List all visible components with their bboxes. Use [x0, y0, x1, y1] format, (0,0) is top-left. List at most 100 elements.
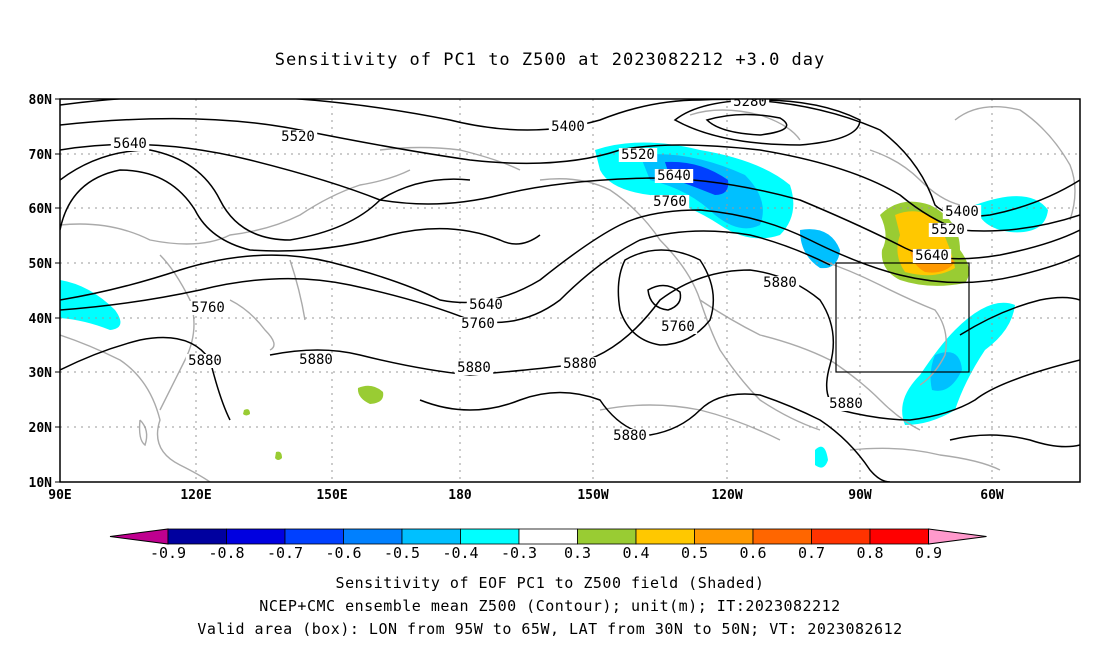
contour-label-bg [912, 249, 952, 263]
lat-label: 80N [29, 93, 53, 108]
colorbar-segment [811, 528, 871, 545]
colorbar-label: -0.5 [384, 544, 420, 562]
colorbar-segment [284, 528, 344, 545]
colorbar-segment [343, 528, 403, 545]
contour-5880-mid [269, 269, 1080, 421]
contour-5760-cutoff-inner [647, 284, 682, 311]
colorbar-label: 0.3 [564, 544, 591, 562]
contour-label-bg [278, 130, 318, 144]
contour-5760 [60, 209, 1080, 304]
contour-label-bg [110, 137, 150, 151]
colorbar-segment [635, 528, 695, 545]
z500-contours [60, 99, 1080, 482]
contour-label-bg [296, 353, 336, 367]
colorbar-segment [226, 528, 286, 545]
contour-label: 5880 [763, 275, 797, 291]
lon-label: 60W [980, 488, 1004, 503]
contour-label: 5640 [113, 136, 147, 152]
contour-label-bg [928, 223, 968, 237]
negative-shading-caribbean [815, 446, 828, 468]
colorbar-label: -0.8 [208, 544, 244, 562]
colorbar-label: 0.9 [915, 544, 942, 562]
colorbar-segment [577, 528, 637, 545]
chart-title: Sensitivity of PC1 to Z500 at 2023082212… [274, 50, 826, 70]
colorbar-segment [518, 528, 578, 545]
contour-label-bg [654, 169, 694, 183]
lat-label: 50N [29, 257, 53, 272]
contour-labels: 5280540055205640552056405760540055205640… [110, 99, 982, 444]
contour-label: 5640 [469, 297, 503, 313]
lon-label: 90E [48, 488, 71, 503]
colorbar-segment [167, 528, 227, 545]
colorbar-segment [752, 528, 812, 545]
contour-label: 5640 [915, 248, 949, 264]
lat-label: 30N [29, 366, 53, 381]
contour-label-bg [658, 320, 698, 334]
contour-label: 5880 [457, 360, 491, 376]
latitude-axis: 80N 70N 60N 50N 40N 30N 20N 10N [29, 93, 60, 491]
contour-label: 5520 [931, 222, 965, 238]
colorbar-segment [869, 528, 929, 545]
contour-label: 5760 [461, 316, 495, 332]
contour-label-bg [730, 99, 770, 109]
contour-label: 5760 [653, 194, 687, 210]
lat-label: 40N [29, 312, 53, 327]
colorbar-segment [460, 528, 520, 545]
colorbar-label: 0.4 [622, 544, 649, 562]
contour-label-bg [760, 276, 800, 290]
contour-label: 5880 [188, 353, 222, 369]
contour-label-bg [458, 317, 498, 331]
lon-label: 180 [448, 488, 472, 503]
lat-label: 60N [29, 202, 53, 217]
map-frame [59, 98, 1081, 483]
contour-5880-west [60, 336, 231, 421]
colorbar-segment [401, 528, 461, 545]
contour-label: 5760 [191, 300, 225, 316]
contour-label-bg [560, 357, 600, 371]
contour-5880-east [949, 434, 1080, 448]
contour-label-bg [454, 361, 494, 375]
colorbar-label: -0.7 [267, 544, 303, 562]
contour-label: 5880 [299, 352, 333, 368]
colorbar-label: -0.6 [325, 544, 361, 562]
caption-line-1: Sensitivity of EOF PC1 to Z500 field (Sh… [335, 574, 765, 592]
lon-label: 150E [316, 488, 347, 503]
lat-label: 20N [29, 421, 53, 436]
contour-label: 5880 [563, 356, 597, 372]
contour-5280 [673, 99, 861, 146]
lat-label: 10N [29, 476, 53, 491]
contour-5400 [60, 99, 1080, 217]
contour-label-bg [826, 397, 866, 411]
contour-label-bg [610, 429, 650, 443]
lon-label: 150W [577, 488, 608, 503]
caption-line-2: NCEP+CMC ensemble mean Z500 (Contour); u… [259, 597, 841, 615]
contour-label-bg [618, 148, 658, 162]
colorbar-right-arrow [928, 528, 987, 545]
contour-label: 5520 [621, 147, 655, 163]
colorbar [109, 528, 987, 545]
contour-label: 5880 [829, 396, 863, 412]
lon-label: 120W [711, 488, 742, 503]
contour-label-bg [466, 298, 506, 312]
longitude-axis: 90E 120E 150E 180 150W 120W 90W 60W [48, 488, 1004, 503]
contour-label-bg [188, 301, 228, 315]
contour-label-bg [185, 354, 225, 368]
contour-5880-east2 [959, 296, 1080, 336]
contour-label-bg [942, 205, 982, 219]
negative-shading-canada-east [975, 196, 1048, 233]
contour-label: 5400 [551, 119, 585, 135]
contour-5640-west [60, 169, 541, 252]
colorbar-left-arrow [109, 528, 169, 545]
positive-shading-pacific-dot2 [243, 409, 250, 416]
valid-area-box [835, 262, 970, 373]
colorbar-label: 0.5 [681, 544, 708, 562]
colorbar-label: 0.8 [856, 544, 883, 562]
contour-label: 5400 [945, 204, 979, 220]
colorbar-label: -0.3 [501, 544, 537, 562]
colorbar-segment [694, 528, 754, 545]
colorbar-label: -0.9 [150, 544, 186, 562]
lon-label: 90W [848, 488, 872, 503]
contour-label: 5760 [661, 319, 695, 335]
grid-lines [60, 99, 1080, 482]
